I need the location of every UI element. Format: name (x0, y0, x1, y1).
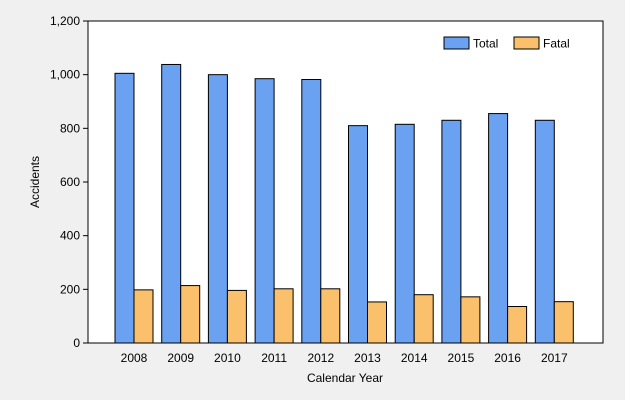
x-axis: 2008 2009 2010 2011 2012 2013 2014 2015 2016 2017 (121, 351, 568, 365)
x-tick-label: 2017 (541, 351, 568, 365)
bar-fatal-2017 (553, 301, 574, 344)
x-tick-label: 2013 (354, 351, 381, 365)
legend-label-total: Total (473, 37, 498, 51)
bar-total-2011 (254, 78, 275, 344)
bar-total-2016 (488, 113, 509, 344)
bar-total-2015 (441, 119, 462, 344)
x-axis-title: Calendar Year (307, 371, 383, 385)
bar-total-2014 (394, 123, 415, 344)
bars-group (114, 63, 574, 344)
bar-total-2017 (534, 119, 555, 344)
legend-swatch-fatal (513, 36, 540, 50)
y-tick-label: 1,200 (50, 14, 80, 28)
x-tick-label: 2015 (448, 351, 475, 365)
bar-total-2012 (301, 78, 322, 344)
bar-fatal-2015 (460, 296, 481, 344)
bar-fatal-2010 (226, 289, 247, 344)
x-tick-label: 2008 (121, 351, 148, 365)
bar-total-2010 (207, 74, 228, 344)
x-tick-label: 2016 (494, 351, 521, 365)
y-tick-label: 600 (60, 175, 80, 189)
bar-fatal-2011 (273, 288, 294, 344)
bar-fatal-2016 (507, 306, 528, 344)
x-tick-label: 2014 (401, 351, 428, 365)
y-axis: 0 200 400 600 800 1,000 1,200 (50, 14, 88, 350)
x-tick-label: 2010 (214, 351, 241, 365)
x-tick-label: 2011 (261, 351, 287, 365)
bar-fatal-2013 (367, 301, 387, 344)
legend: Total Fatal (443, 36, 570, 51)
x-tick-label: 2009 (167, 351, 194, 365)
bar-fatal-2008 (133, 289, 154, 344)
y-tick-label: 200 (60, 282, 80, 296)
bar-fatal-2009 (180, 285, 201, 344)
bar-total-2013 (348, 125, 368, 344)
bar-fatal-2014 (413, 294, 434, 344)
y-tick-label: 1,000 (50, 68, 80, 82)
bar-total-2009 (161, 63, 182, 344)
bar-fatal-2012 (320, 288, 341, 344)
y-axis-title: Accidents (28, 156, 42, 208)
bar-total-2008 (114, 72, 135, 344)
legend-label-fatal: Fatal (543, 37, 570, 51)
y-tick-label: 800 (60, 121, 80, 135)
x-tick-label: 2012 (307, 351, 334, 365)
y-tick-label: 400 (60, 229, 80, 243)
legend-swatch-total (443, 36, 470, 50)
y-tick-label: 0 (73, 336, 80, 350)
